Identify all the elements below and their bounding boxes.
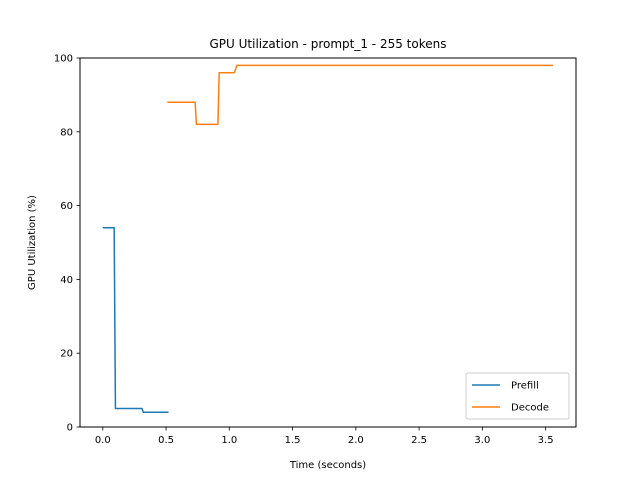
legend-label-decode: Decode [511, 403, 549, 414]
series-line-decode [167, 64, 554, 126]
chart-title: GPU Utilization - prompt_1 - 255 tokens [210, 37, 447, 51]
x-tick-label: 1.5 [285, 435, 301, 446]
y-tick-label: 80 [60, 127, 73, 138]
y-tick-label: 20 [60, 349, 73, 360]
legend: Prefill Decode [465, 372, 570, 420]
plot-area [79, 57, 577, 428]
y-tick-label: 100 [54, 54, 73, 65]
x-tick-label: 0.0 [95, 435, 111, 446]
y-axis-label: GPU Utilization (%) [27, 195, 38, 290]
y-tick-label: 60 [60, 201, 73, 212]
x-tick-label: 0.5 [158, 435, 174, 446]
legend-label-prefill: Prefill [511, 381, 539, 392]
x-axis-label: Time (seconds) [289, 460, 366, 471]
x-axis-ticks: 0.0 0.5 1.0 1.5 2.0 2.5 3.0 3.5 [95, 427, 554, 446]
series-layer [102, 64, 554, 413]
series-line-prefill [102, 226, 169, 413]
x-tick-label: 2.0 [348, 435, 364, 446]
x-tick-label: 1.0 [221, 435, 237, 446]
legend-entries: Prefill Decode [472, 381, 549, 414]
x-tick-label: 3.5 [538, 435, 554, 446]
y-tick-label: 40 [60, 275, 73, 286]
y-axis-ticks: 0 20 40 60 80 100 [54, 54, 80, 434]
y-tick-label: 0 [67, 423, 73, 434]
axes-frame [79, 57, 577, 428]
x-tick-label: 3.0 [474, 435, 490, 446]
x-tick-label: 2.5 [411, 435, 427, 446]
